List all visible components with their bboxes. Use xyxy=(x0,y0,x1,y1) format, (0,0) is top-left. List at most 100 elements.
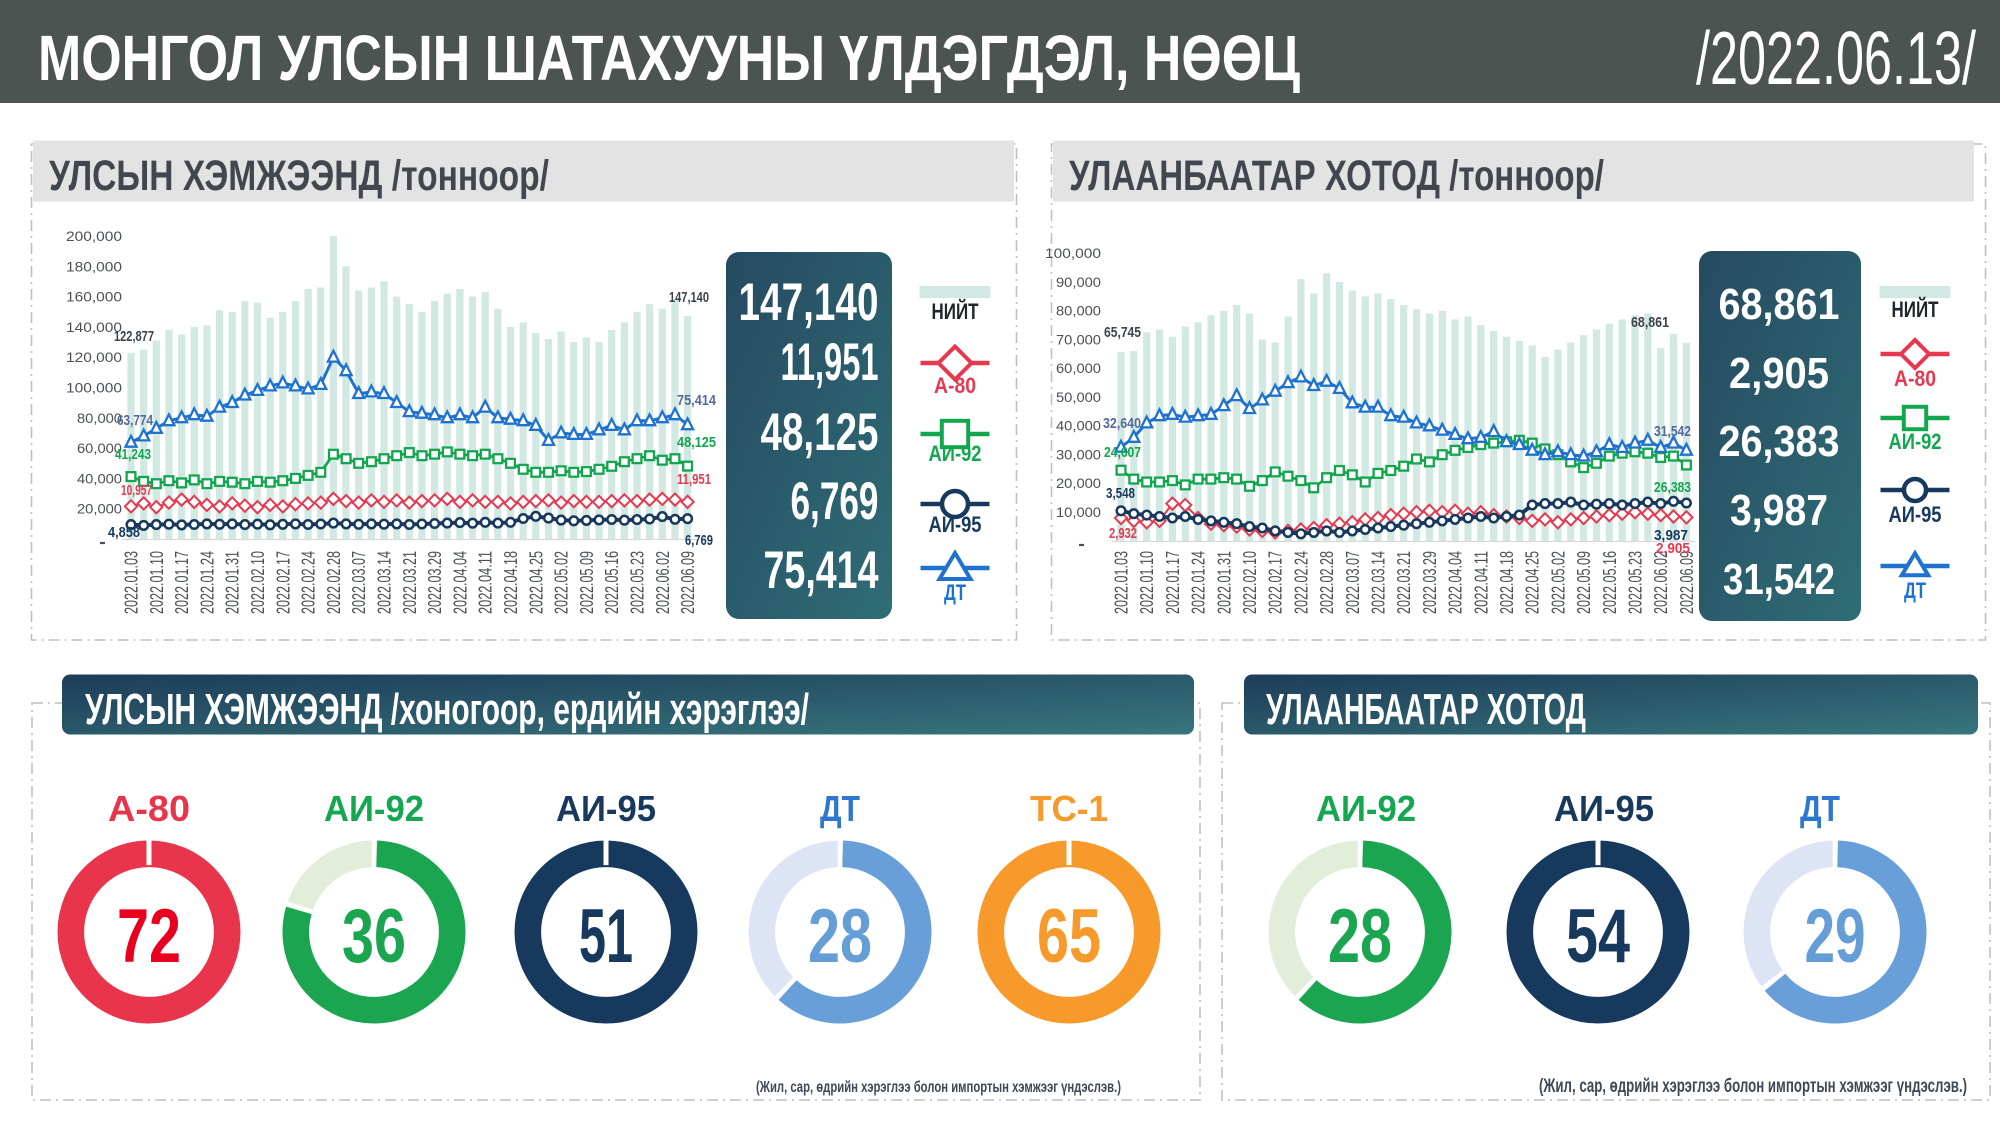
svg-text:НИЙТ: НИЙТ xyxy=(1892,297,1939,322)
svg-text:31,542: 31,542 xyxy=(1654,424,1691,440)
svg-text:2022.05.02: 2022.05.02 xyxy=(552,551,572,614)
svg-text:36: 36 xyxy=(342,894,406,979)
svg-text:72: 72 xyxy=(117,894,181,979)
svg-text:90,000: 90,000 xyxy=(1056,274,1101,290)
svg-text:80,000: 80,000 xyxy=(77,410,122,426)
svg-text:3,987: 3,987 xyxy=(1654,528,1688,544)
svg-text:54: 54 xyxy=(1566,894,1630,979)
svg-text:2022.05.16: 2022.05.16 xyxy=(1600,551,1620,614)
svg-text:2022.03.29: 2022.03.29 xyxy=(1420,551,1440,614)
svg-text:2022.01.10: 2022.01.10 xyxy=(147,551,167,614)
svg-text:АИ-95: АИ-95 xyxy=(1554,788,1654,829)
svg-text:200,000: 200,000 xyxy=(66,228,122,244)
svg-text:20,000: 20,000 xyxy=(1056,475,1101,491)
svg-text:2,905: 2,905 xyxy=(1656,541,1690,557)
svg-text:75,414: 75,414 xyxy=(677,393,716,409)
svg-text:3,548: 3,548 xyxy=(1106,486,1135,502)
svg-text:100,000: 100,000 xyxy=(1045,245,1101,261)
svg-text:ДТ: ДТ xyxy=(944,580,966,605)
svg-text:АИ-95: АИ-95 xyxy=(556,788,656,829)
svg-text:2022.06.02: 2022.06.02 xyxy=(1651,551,1671,614)
svg-text:2022.02.10: 2022.02.10 xyxy=(248,551,268,614)
svg-text:51: 51 xyxy=(579,894,633,979)
svg-text:2022.03.21: 2022.03.21 xyxy=(400,551,420,614)
svg-text:2022.03.14: 2022.03.14 xyxy=(375,551,395,614)
svg-text:4,858: 4,858 xyxy=(108,525,140,541)
svg-text:АИ-92: АИ-92 xyxy=(324,788,424,829)
svg-text:2022.04.25: 2022.04.25 xyxy=(526,551,546,614)
svg-text:100,000: 100,000 xyxy=(66,380,122,396)
svg-text:30,000: 30,000 xyxy=(1056,446,1101,462)
svg-text:2022.05.09: 2022.05.09 xyxy=(577,551,597,614)
svg-text:70,000: 70,000 xyxy=(1056,331,1101,347)
svg-text:2022.02.28: 2022.02.28 xyxy=(324,551,344,614)
svg-text:УЛСЫН ХЭМЖЭЭНД /хоногоор, ерди: УЛСЫН ХЭМЖЭЭНД /хоногоор, ердийн хэрэглэ… xyxy=(85,685,809,734)
svg-text:75,414: 75,414 xyxy=(764,541,879,600)
svg-text:20,000: 20,000 xyxy=(77,501,122,517)
svg-text:А-80: А-80 xyxy=(108,788,190,829)
svg-text:2022.06.09: 2022.06.09 xyxy=(678,551,698,614)
svg-text:УЛСЫН ХЭМЖЭЭНД /тонноор/: УЛСЫН ХЭМЖЭЭНД /тонноор/ xyxy=(49,152,549,200)
svg-text:2022.02.28: 2022.02.28 xyxy=(1317,551,1337,614)
svg-text:АИ-95: АИ-95 xyxy=(1889,502,1942,527)
svg-text:50,000: 50,000 xyxy=(1056,389,1101,405)
svg-text:2022.02.17: 2022.02.17 xyxy=(273,551,293,614)
svg-text:60,000: 60,000 xyxy=(77,440,122,456)
svg-text:2022.03.21: 2022.03.21 xyxy=(1394,551,1414,614)
svg-text:2022.02.10: 2022.02.10 xyxy=(1240,551,1260,614)
svg-text:10,000: 10,000 xyxy=(1056,504,1101,520)
svg-text:2022.04.18: 2022.04.18 xyxy=(1497,551,1517,614)
svg-text:65,745: 65,745 xyxy=(1104,325,1141,341)
svg-text:(Жил, сар, өдрийн хэрэглээ бол: (Жил, сар, өдрийн хэрэглээ болон импорты… xyxy=(1539,1076,1967,1097)
svg-text:32,640: 32,640 xyxy=(1103,416,1141,432)
svg-text:/2022.06.13/: /2022.06.13/ xyxy=(1696,16,1976,100)
svg-text:2022.06.09: 2022.06.09 xyxy=(1677,551,1697,614)
svg-text:2022.04.18: 2022.04.18 xyxy=(501,551,521,614)
svg-text:6,769: 6,769 xyxy=(791,472,879,531)
svg-text:147,140: 147,140 xyxy=(669,290,709,306)
svg-text:68,861: 68,861 xyxy=(1719,280,1840,329)
svg-text:2022.01.24: 2022.01.24 xyxy=(197,551,217,614)
svg-text:80,000: 80,000 xyxy=(1056,303,1101,319)
svg-text:2022.01.17: 2022.01.17 xyxy=(172,551,192,614)
svg-text:2022.01.03: 2022.01.03 xyxy=(1112,551,1132,614)
svg-text:2022.04.04: 2022.04.04 xyxy=(1446,551,1466,614)
svg-text:АИ-92: АИ-92 xyxy=(1316,788,1416,829)
svg-text:2022.05.02: 2022.05.02 xyxy=(1548,551,1568,614)
svg-text:ДТ: ДТ xyxy=(1800,788,1840,829)
svg-text:2022.02.24: 2022.02.24 xyxy=(299,551,319,614)
svg-text:2022.01.24: 2022.01.24 xyxy=(1189,551,1209,614)
svg-text:НИЙТ: НИЙТ xyxy=(932,299,979,324)
svg-text:63,774: 63,774 xyxy=(117,413,153,429)
svg-text:2022.03.29: 2022.03.29 xyxy=(425,551,445,614)
svg-text:А-80: А-80 xyxy=(1894,366,1936,391)
svg-text:6,769: 6,769 xyxy=(685,533,713,549)
svg-text:МОНГОЛ УЛСЫН ШАТАХУУНЫ ҮЛДЭГДЭ: МОНГОЛ УЛСЫН ШАТАХУУНЫ ҮЛДЭГДЭЛ, НӨӨЦ xyxy=(38,22,1300,94)
svg-text:2022.01.10: 2022.01.10 xyxy=(1137,551,1157,614)
svg-text:40,000: 40,000 xyxy=(1056,418,1101,434)
svg-text:АИ-92: АИ-92 xyxy=(1889,429,1942,454)
svg-text:28: 28 xyxy=(808,894,872,979)
svg-text:2022.03.07: 2022.03.07 xyxy=(1343,551,1363,614)
svg-text:29: 29 xyxy=(1805,894,1866,979)
svg-text:2022.01.03: 2022.01.03 xyxy=(122,551,142,614)
svg-text:2022.05.16: 2022.05.16 xyxy=(602,551,622,614)
svg-text:60,000: 60,000 xyxy=(1056,360,1101,376)
svg-text:2,905: 2,905 xyxy=(1729,349,1829,398)
svg-text:УЛААНБААТАР ХОТОД /тонноор/: УЛААНБААТАР ХОТОД /тонноор/ xyxy=(1069,152,1604,200)
svg-text:2022.01.17: 2022.01.17 xyxy=(1163,551,1183,614)
svg-text:2022.03.07: 2022.03.07 xyxy=(349,551,369,614)
svg-text:31,542: 31,542 xyxy=(1723,555,1835,604)
svg-text:АИ-95: АИ-95 xyxy=(929,512,982,537)
svg-text:2022.04.04: 2022.04.04 xyxy=(450,551,470,614)
svg-text:11,951: 11,951 xyxy=(677,472,711,488)
svg-text:2022.03.14: 2022.03.14 xyxy=(1369,551,1389,614)
svg-text:3,987: 3,987 xyxy=(1730,486,1828,535)
svg-text:26,383: 26,383 xyxy=(1654,480,1691,496)
svg-text:УЛААНБААТАР ХОТОД: УЛААНБААТАР ХОТОД xyxy=(1266,685,1586,734)
svg-text:2,932: 2,932 xyxy=(1109,526,1137,542)
svg-text:2022.01.31: 2022.01.31 xyxy=(223,551,243,614)
svg-text:(Жил, сар, өдрийн хэрэглээ бол: (Жил, сар, өдрийн хэрэглээ болон импорты… xyxy=(756,1079,1121,1096)
svg-text:А-80: А-80 xyxy=(934,373,976,398)
svg-text:ДТ: ДТ xyxy=(820,788,860,829)
